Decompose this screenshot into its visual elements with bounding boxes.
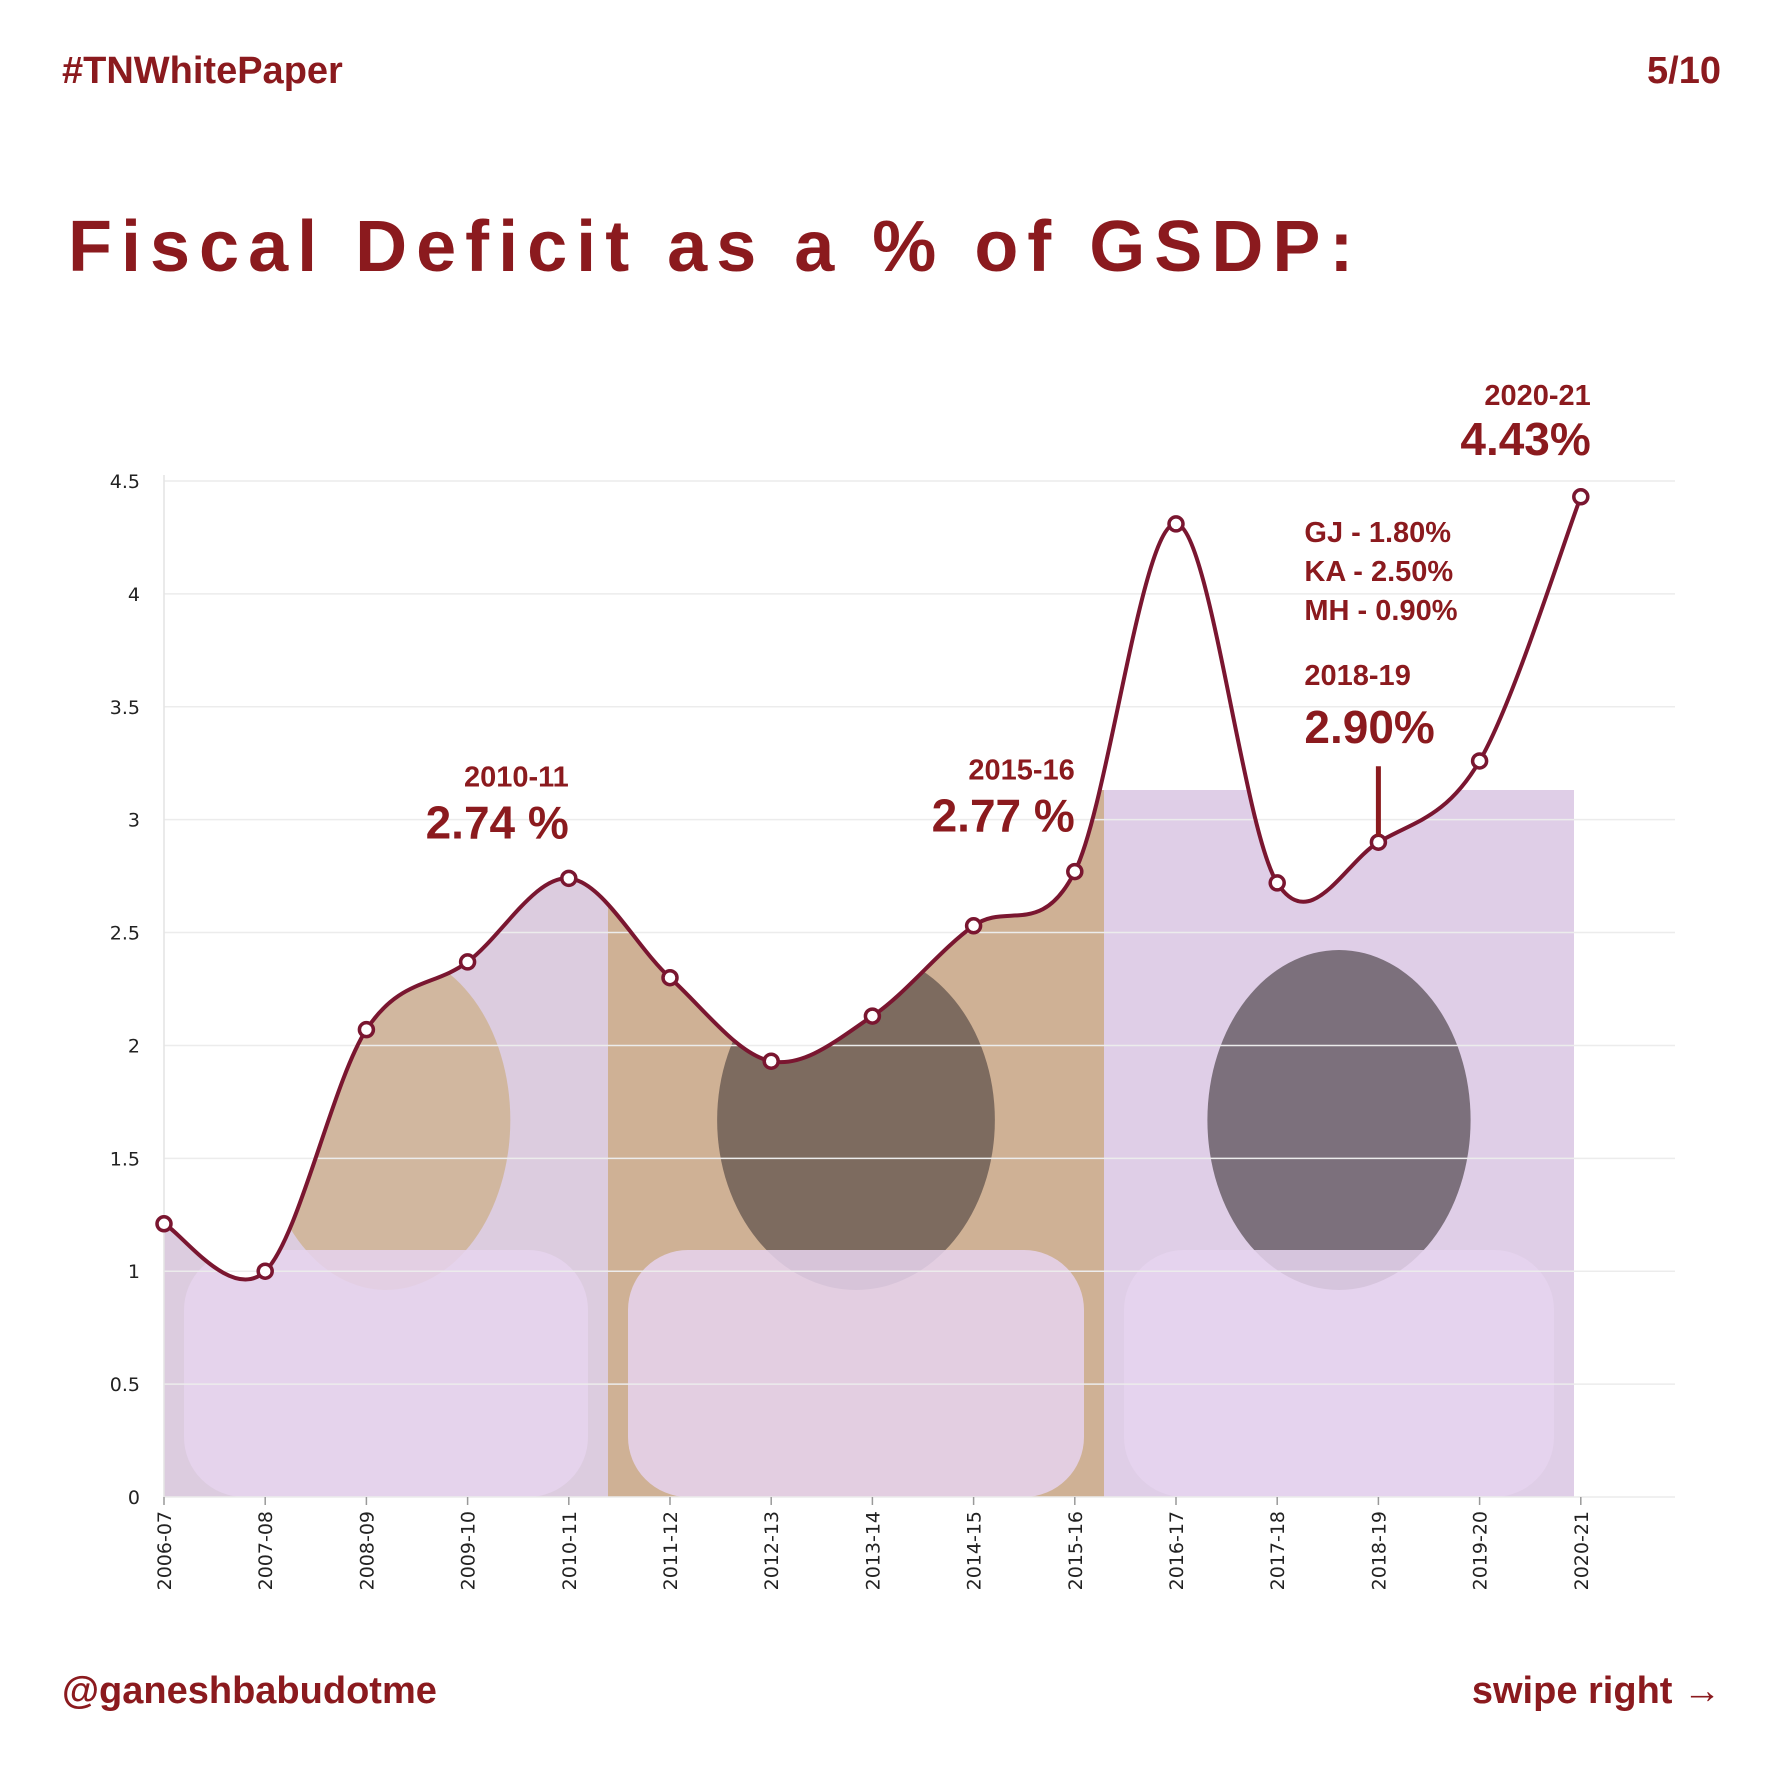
annotation-value: 2.90% — [1304, 701, 1434, 753]
x-tick-label: 2018-19 — [1368, 1511, 1390, 1590]
annotation: 2.77 %2015-16 — [932, 755, 1075, 842]
y-tick-label: 4.5 — [110, 471, 140, 493]
portrait-face-shape — [261, 950, 511, 1290]
photo-panel — [164, 790, 608, 1497]
x-axis-ticks: 2006-07 2007-08 2008-09 2009-10 2010-11 2011-… — [154, 1497, 1593, 1590]
x-tick-label: 2013-14 — [862, 1511, 884, 1590]
y-tick-label: 0.5 — [110, 1374, 140, 1396]
y-tick-label: 2.5 — [110, 923, 140, 945]
annotation: 2.74 %2010-11 — [426, 761, 569, 848]
comparison-label: KA - 2.50% — [1304, 556, 1453, 588]
portrait-face-shape — [1207, 950, 1471, 1290]
data-point — [256, 1262, 274, 1280]
data-point — [155, 1215, 173, 1233]
x-tick-label: 2014-15 — [964, 1511, 986, 1590]
x-tick-label: 2007-08 — [255, 1511, 277, 1590]
data-point — [964, 917, 983, 935]
series-line — [162, 496, 1583, 1282]
x-tick-label: 2006-07 — [154, 1511, 176, 1590]
y-tick-label: 1.5 — [110, 1148, 140, 1170]
gridlines — [163, 475, 1675, 1498]
y-tick-label: 0 — [128, 1487, 140, 1509]
annotation-year: 2018-19 — [1304, 660, 1410, 692]
annotation: 4.43%2020-21 — [1460, 380, 1590, 465]
x-tick-label: 2010-11 — [559, 1511, 581, 1590]
y-tick-label: 3.5 — [110, 697, 140, 719]
x-tick-label: 2011-12 — [660, 1511, 682, 1590]
photo-panel — [608, 790, 1104, 1497]
annotation-year: 2020-21 — [1484, 380, 1590, 412]
x-tick-label: 2016-17 — [1166, 1511, 1188, 1590]
portrait-body-shape — [1124, 1250, 1554, 1497]
data-point — [1572, 488, 1590, 506]
hashtag: #TNWhitePaper — [62, 50, 343, 92]
x-tick-label: 2012-13 — [761, 1511, 783, 1590]
portrait-face-shape — [717, 950, 995, 1290]
data-point — [1470, 752, 1489, 770]
author-handle: @ganeshbabudotme — [62, 1670, 437, 1712]
data-point — [357, 1020, 376, 1039]
annotation-year: 2010-11 — [464, 761, 569, 793]
annotations: 2.74 %2010-11 2.77 %2015-16 2.90% 2018-19 GJ… — [426, 380, 1591, 849]
data-point — [1369, 833, 1388, 851]
page-number: 5/10 — [1647, 50, 1721, 92]
y-tick-label: 3 — [128, 810, 140, 832]
data-point — [1167, 515, 1185, 533]
x-tick-label: 2020-21 — [1571, 1511, 1593, 1590]
annotation-value: 2.77 % — [932, 790, 1075, 842]
x-tick-label: 2015-16 — [1065, 1511, 1087, 1590]
data-point — [560, 869, 578, 888]
x-tick-label: 2019-20 — [1470, 1511, 1492, 1590]
x-tick-label: 2017-18 — [1267, 1511, 1289, 1590]
y-tick-label: 2 — [128, 1035, 140, 1057]
portrait-body-shape — [628, 1250, 1084, 1497]
chart-title: Fiscal Deficit as a % of GSDP: — [68, 207, 1363, 287]
photo-panel — [1104, 790, 1574, 1497]
annotation-value: 2.74 % — [426, 796, 569, 848]
annotation: 2.90% 2018-19 GJ - 1.80% KA - 2.50% MH - 0.9… — [1304, 517, 1458, 837]
x-tick-label: 2008-09 — [356, 1511, 378, 1590]
x-tick-label: 2009-10 — [458, 1511, 480, 1590]
data-point — [1268, 874, 1286, 892]
comparison-label: MH - 0.90% — [1304, 595, 1457, 627]
comparison-label: GJ - 1.80% — [1304, 517, 1451, 549]
swipe-right-hint: swipe right → — [1471, 1670, 1721, 1712]
y-axis-ticks: 0 0.5 1 1.5 2 2.5 3 3.5 4 4.5 — [110, 471, 140, 1509]
annotation-year: 2015-16 — [968, 755, 1074, 787]
y-tick-label: 1 — [128, 1261, 140, 1283]
data-point — [458, 953, 477, 971]
data-point — [762, 1052, 780, 1070]
data-point — [1066, 862, 1084, 881]
annotation-value: 4.43% — [1460, 413, 1590, 465]
data-point — [863, 1007, 882, 1025]
y-tick-label: 4 — [128, 584, 140, 606]
portrait-body-shape — [184, 1250, 588, 1497]
data-point — [661, 968, 679, 987]
photo-panels — [164, 790, 1574, 1497]
